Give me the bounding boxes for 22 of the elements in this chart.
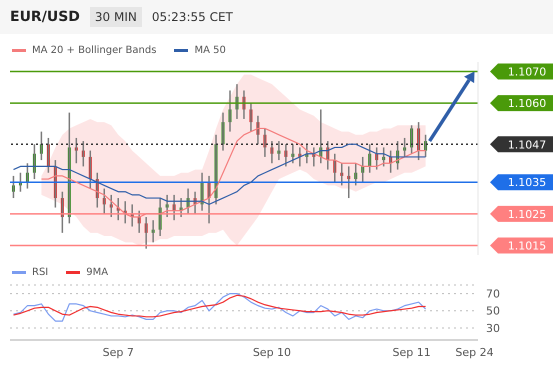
text: 05:23:55 CET [152,10,233,24]
legend-label: MA 50 [194,45,226,56]
legend-label: MA 20 + Bollinger Bands [32,45,156,56]
y-tick-label: 1.1060 [508,97,546,110]
line-series [12,294,426,318]
x-tick-label: Sep 11 [392,346,431,359]
y-tick-label: 1.1015 [508,240,546,253]
legend-label: 9MA [86,267,108,278]
chart-subtitle: 30 MIN [90,7,142,27]
y-tick-label: 1.1035 [508,176,546,190]
y-tick-label: 50 [486,304,500,318]
x-tick-label: Sep 24 [455,346,494,359]
y-tick-label: 1.1070 [508,65,546,78]
x-tick-label: Sep 7 [102,346,134,359]
chart-title: EUR/USD [10,9,80,25]
line-series [12,292,426,322]
x-tick-label: Sep 10 [252,346,292,359]
y-tick-label: 30 [486,322,500,335]
y-tick-label: 1.1025 [508,208,546,221]
y-tick-label: 1.1047 [508,138,546,152]
y-tick-label: 70 [486,288,500,300]
legend-label: RSI [32,267,48,278]
